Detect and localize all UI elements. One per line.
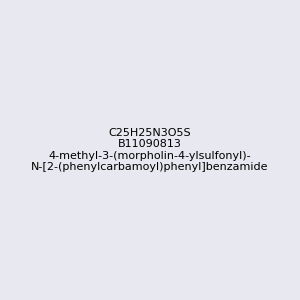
Text: C25H25N3O5S
B11090813
4-methyl-3-(morpholin-4-ylsulfonyl)-
N-[2-(phenylcarbamoyl: C25H25N3O5S B11090813 4-methyl-3-(morpho… <box>31 128 269 172</box>
